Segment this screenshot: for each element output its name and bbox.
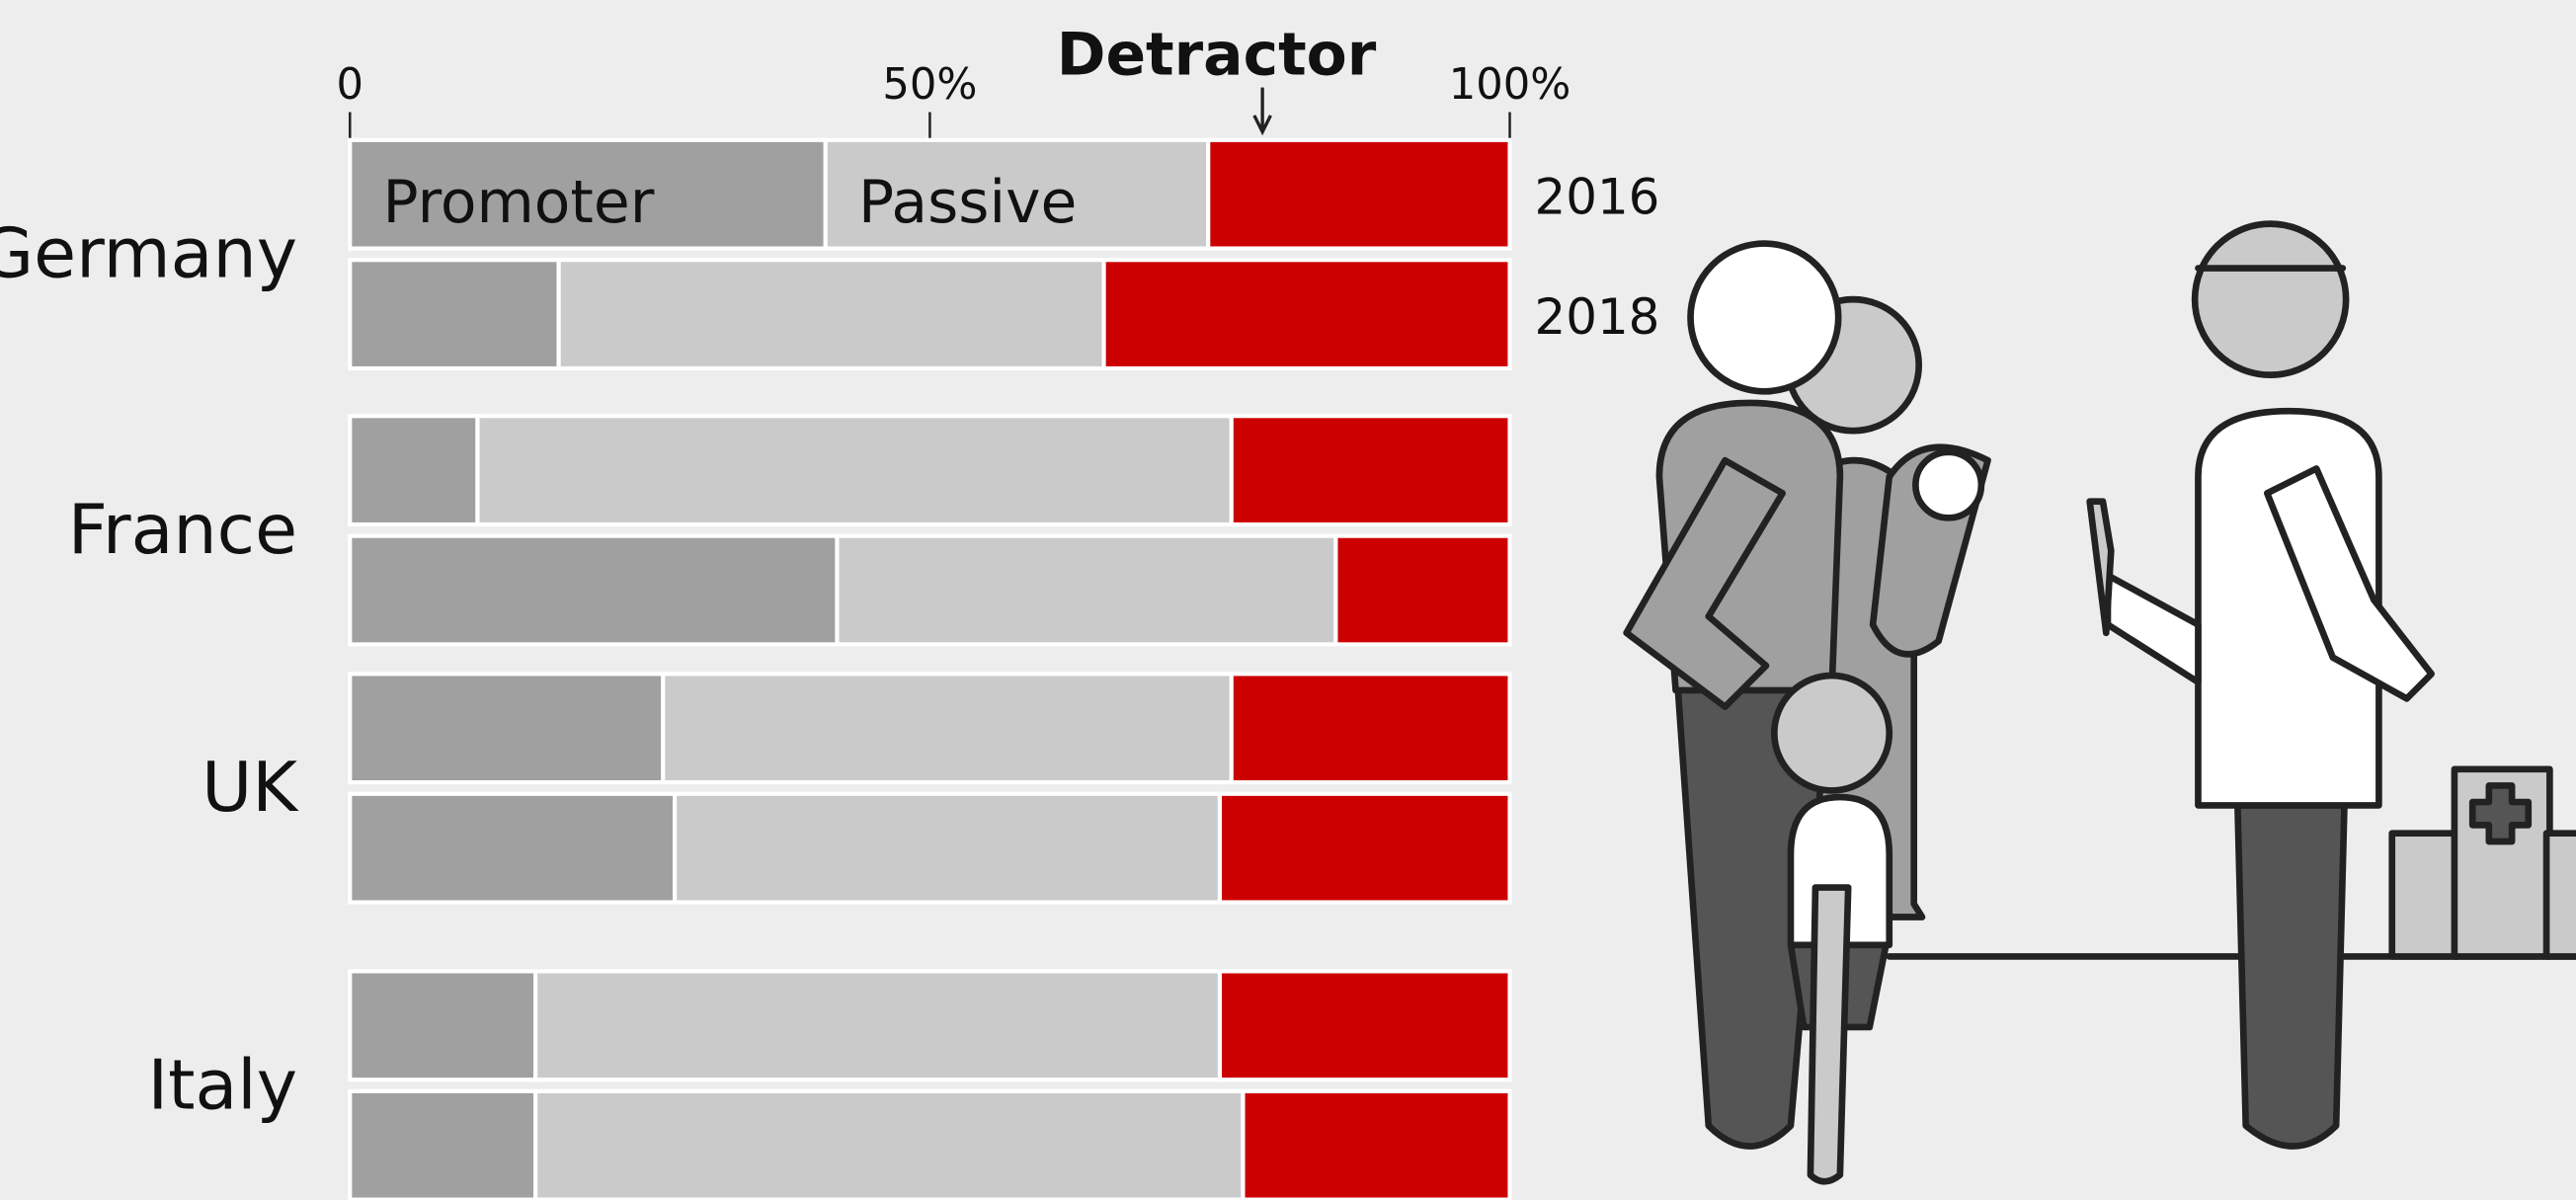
bar-segment — [348, 969, 538, 1082]
bar-segment — [348, 1088, 538, 1200]
country-label: France — [68, 490, 297, 570]
bar-segment — [348, 791, 678, 905]
bar-segment — [556, 258, 1106, 371]
bar-segment — [1241, 1088, 1512, 1200]
doctor-arm — [2104, 572, 2202, 685]
bar-segment — [533, 1088, 1246, 1200]
bar-segment — [1229, 672, 1512, 785]
bar-segment — [672, 791, 1223, 905]
x-tick-label: 50% — [882, 60, 977, 110]
child-leg — [1807, 884, 1852, 1185]
baby-head — [1912, 448, 1985, 521]
segment-label: Passive — [858, 168, 1077, 237]
bar-segment — [348, 258, 561, 371]
child-head — [1771, 672, 1893, 794]
x-tick-label: 100% — [1449, 60, 1571, 110]
x-tick-label: 0 — [337, 60, 364, 110]
bar-segment — [1229, 414, 1512, 527]
bars: 0 50% 100% Germany Promoter Passive Detractor 2… — [0, 20, 1659, 1200]
bar-segment — [661, 672, 1234, 785]
doctor-head — [2191, 220, 2350, 378]
bar-segment — [533, 969, 1223, 1082]
bar-segment — [823, 137, 1211, 251]
country-label: Germany — [0, 214, 297, 294]
bar-segment — [1206, 137, 1512, 251]
bar-segment — [348, 672, 666, 785]
cross — [2468, 782, 2533, 845]
doctor-legs — [2234, 802, 2348, 1150]
year-label: 2018 — [1534, 288, 1659, 346]
head — [1687, 240, 1842, 395]
year-label: 2016 — [1534, 169, 1659, 226]
segment-label: Promoter — [383, 168, 655, 237]
arrow-head — [1252, 115, 1272, 136]
bar-segment — [1333, 533, 1512, 647]
bar-segment — [348, 414, 480, 527]
doctor-arm — [2263, 465, 2435, 702]
bar-segment — [1217, 969, 1512, 1082]
building — [2542, 830, 2576, 960]
illustration — [1623, 220, 2576, 1185]
bar-segment — [475, 414, 1234, 527]
bar-segment — [1101, 258, 1512, 371]
detractor-label: Detractor — [1057, 20, 1377, 89]
bar-segment — [835, 533, 1338, 647]
building — [2388, 830, 2461, 960]
country-label: Italy — [148, 1045, 298, 1125]
hand — [2086, 498, 2115, 637]
bar-segment — [1217, 791, 1512, 905]
bar-segment — [348, 137, 828, 251]
arm — [1623, 456, 1786, 710]
country-label: UK — [201, 748, 299, 828]
bar-segment — [348, 533, 840, 647]
